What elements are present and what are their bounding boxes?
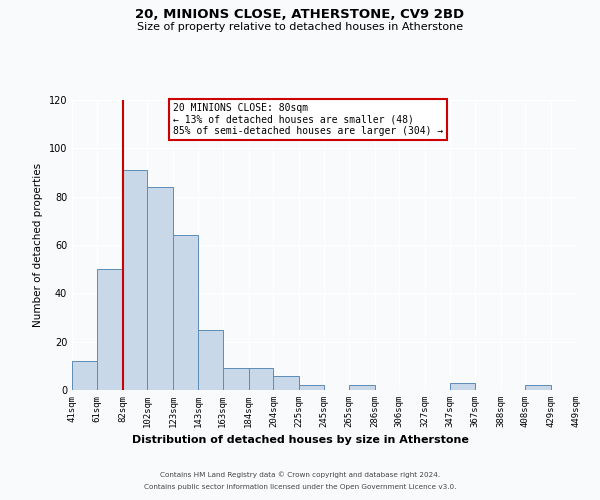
Text: 20 MINIONS CLOSE: 80sqm
← 13% of detached houses are smaller (48)
85% of semi-de: 20 MINIONS CLOSE: 80sqm ← 13% of detache… bbox=[173, 103, 443, 136]
Text: Size of property relative to detached houses in Atherstone: Size of property relative to detached ho… bbox=[137, 22, 463, 32]
Text: 20, MINIONS CLOSE, ATHERSTONE, CV9 2BD: 20, MINIONS CLOSE, ATHERSTONE, CV9 2BD bbox=[136, 8, 464, 20]
Bar bbox=[198, 330, 223, 390]
Bar bbox=[72, 361, 97, 390]
Bar bbox=[97, 269, 122, 390]
Bar bbox=[173, 236, 198, 390]
Bar bbox=[274, 376, 299, 390]
Bar bbox=[248, 368, 274, 390]
Text: Contains HM Land Registry data © Crown copyright and database right 2024.: Contains HM Land Registry data © Crown c… bbox=[160, 471, 440, 478]
Bar bbox=[526, 385, 551, 390]
Bar bbox=[122, 170, 148, 390]
Text: Distribution of detached houses by size in Atherstone: Distribution of detached houses by size … bbox=[131, 435, 469, 445]
Bar bbox=[299, 385, 324, 390]
Bar bbox=[349, 385, 374, 390]
Text: Contains public sector information licensed under the Open Government Licence v3: Contains public sector information licen… bbox=[144, 484, 456, 490]
Bar bbox=[148, 187, 173, 390]
Bar bbox=[223, 368, 248, 390]
Y-axis label: Number of detached properties: Number of detached properties bbox=[33, 163, 43, 327]
Bar bbox=[450, 383, 475, 390]
